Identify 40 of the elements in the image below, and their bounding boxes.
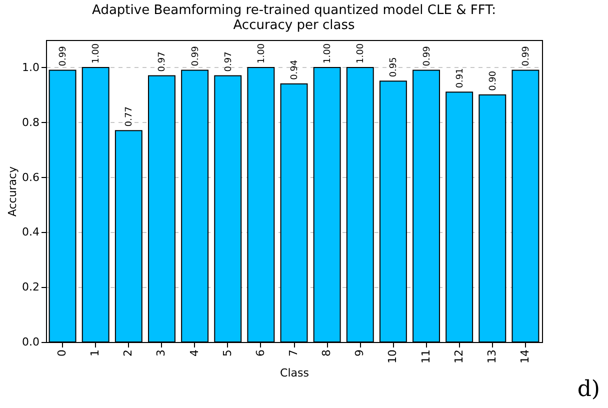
x-tick-label: 7 [287, 350, 300, 356]
x-tick-label: 8 [320, 350, 334, 356]
x-tick-label: 13 [485, 350, 498, 364]
data-label: 0.95 [389, 57, 400, 78]
data-label: 0.99 [521, 46, 532, 66]
x-tick-label: 3 [154, 350, 168, 356]
x-tick-label: 0 [56, 350, 69, 356]
chart-title: Adaptive Beamforming re-trained quantized model CLE & FFT: Accuracy per class [92, 3, 496, 33]
x-tick-label: 2 [122, 350, 135, 356]
x-axis-title: Class [280, 366, 310, 380]
x-tick-label: 1 [88, 350, 102, 356]
y-tick-label: 0.8 [22, 116, 40, 129]
y-tick-label: 0.0 [22, 336, 40, 348]
x-tick-label: 6 [254, 350, 267, 356]
data-label: 0.99 [422, 46, 432, 66]
data-label: 0.97 [224, 52, 234, 72]
x-tick-label: 5 [220, 350, 234, 356]
y-tick-label: 0.2 [22, 280, 40, 294]
data-label: 1.00 [256, 43, 267, 64]
data-label: 1.00 [92, 43, 102, 64]
data-label: 0.91 [455, 68, 466, 88]
data-label: 0.99 [58, 46, 69, 66]
data-label: 0.97 [158, 52, 168, 72]
x-tick-label: 12 [452, 350, 466, 364]
x-tick-label: 4 [188, 350, 201, 356]
data-label: 0.90 [488, 70, 498, 91]
y-tick-label: 0.6 [22, 170, 40, 184]
x-tick-label: 14 [518, 350, 532, 364]
data-label: 1.00 [356, 43, 366, 64]
y-axis-title: Accuracy [6, 166, 20, 217]
y-tick-label: 0.4 [22, 226, 40, 239]
data-label: 0.94 [290, 60, 300, 80]
data-label: 1.00 [323, 43, 334, 64]
x-tick-label: 9 [353, 350, 366, 356]
text: d) [577, 377, 600, 402]
y-tick-label: 1.0 [22, 60, 40, 74]
data-label: 0.77 [124, 106, 135, 127]
x-tick-label: 11 [419, 350, 432, 364]
data-label: 0.99 [190, 46, 201, 66]
x-tick-label: 10 [386, 350, 400, 364]
